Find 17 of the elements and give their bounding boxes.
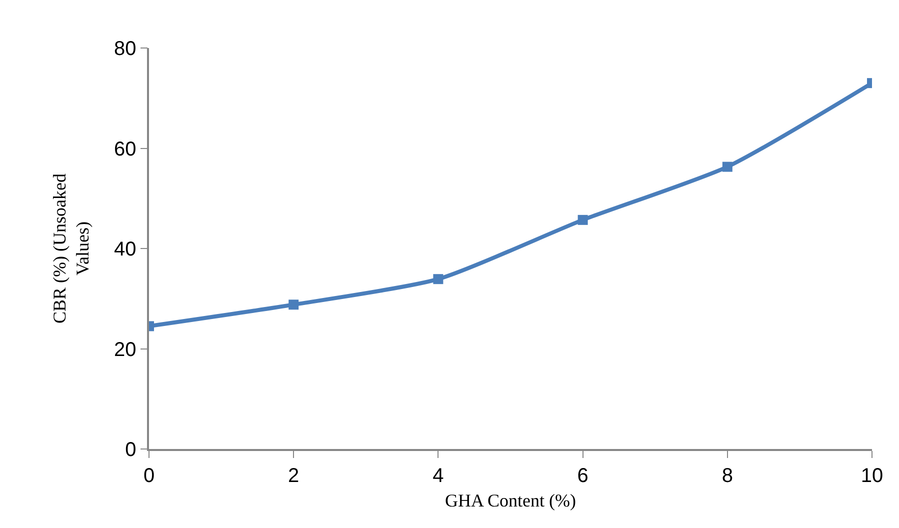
- point: [722, 162, 732, 172]
- x-tick-label: 0: [143, 464, 155, 487]
- x-tick-label: 8: [722, 464, 733, 487]
- y-tick-label: 20: [114, 338, 136, 361]
- point: [578, 214, 588, 225]
- y-tick-label: 40: [114, 238, 136, 260]
- x-tick-label: 10: [860, 464, 884, 487]
- y-tick-label: 80: [114, 38, 136, 60]
- y-tick-label: 60: [114, 138, 136, 160]
- y-axis-title: CBR (%) (Unsoaked Values): [49, 174, 93, 324]
- y-tick-label: 0: [125, 439, 136, 461]
- x-tick-label: 6: [577, 464, 588, 487]
- point: [288, 300, 299, 310]
- x-tick-label: 2: [288, 464, 300, 487]
- point: [433, 274, 444, 284]
- x-axis-title: GHA Content (%): [445, 490, 576, 510]
- x-tick-label: 4: [432, 464, 444, 487]
